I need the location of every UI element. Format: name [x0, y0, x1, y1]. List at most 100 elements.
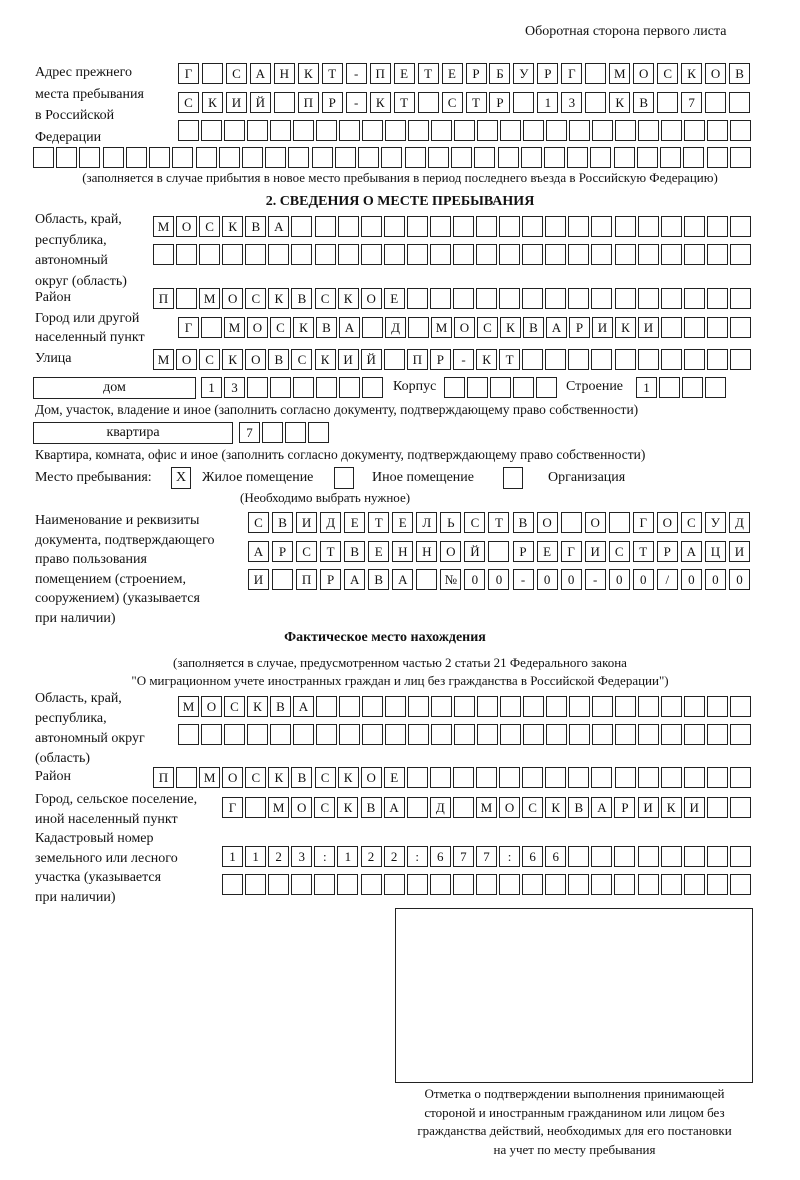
char-cell[interactable] — [499, 216, 521, 237]
char-cell[interactable] — [520, 147, 542, 168]
char-cell[interactable] — [476, 767, 498, 788]
char-cell[interactable]: И — [225, 92, 247, 113]
char-cell[interactable] — [684, 696, 705, 717]
char-cell[interactable]: Р — [489, 92, 511, 113]
char-cell[interactable] — [288, 147, 310, 168]
char-cell[interactable]: Д — [320, 512, 342, 533]
char-cell[interactable]: / — [656, 569, 678, 590]
char-cell[interactable]: К — [500, 317, 521, 338]
char-cell[interactable]: В — [344, 541, 366, 562]
char-cell[interactable] — [660, 147, 682, 168]
char-cell[interactable] — [56, 147, 78, 168]
char-cell[interactable] — [568, 874, 590, 895]
char-cell[interactable] — [661, 120, 682, 141]
char-cell[interactable] — [381, 147, 403, 168]
char-cell[interactable]: А — [248, 541, 269, 562]
char-cell[interactable] — [614, 874, 636, 895]
char-cell[interactable]: Г — [560, 541, 582, 562]
char-cell[interactable]: С — [199, 216, 221, 237]
char-cell[interactable]: - — [584, 569, 606, 590]
char-cell[interactable]: 3 — [561, 92, 583, 113]
char-cell[interactable] — [362, 724, 383, 745]
char-cell[interactable]: И — [638, 317, 659, 338]
char-cell[interactable]: Т — [488, 512, 510, 533]
char-cell[interactable]: Е — [392, 512, 414, 533]
char-cell[interactable] — [546, 696, 567, 717]
char-cell[interactable]: 3 — [291, 846, 313, 867]
char-cell[interactable] — [499, 874, 521, 895]
char-cell[interactable]: С — [178, 92, 199, 113]
char-cell[interactable] — [454, 696, 475, 717]
char-cell[interactable] — [591, 874, 613, 895]
char-cell[interactable]: О — [201, 696, 222, 717]
char-cell[interactable]: С — [314, 797, 336, 818]
char-cell[interactable] — [337, 244, 359, 265]
char-cell[interactable]: 1 — [537, 92, 559, 113]
char-cell[interactable]: Г — [632, 512, 654, 533]
char-cell[interactable]: О — [247, 317, 268, 338]
char-cell[interactable]: Д — [728, 512, 750, 533]
char-cell[interactable]: С — [270, 317, 291, 338]
char-cell[interactable]: А — [546, 317, 567, 338]
char-cell[interactable] — [362, 696, 383, 717]
char-cell[interactable]: В — [368, 569, 390, 590]
char-cell[interactable]: С — [225, 63, 247, 84]
char-cell[interactable] — [683, 349, 705, 370]
char-cell[interactable] — [591, 216, 613, 237]
char-cell[interactable]: 1 — [222, 846, 243, 867]
char-cell[interactable]: Т — [417, 63, 439, 84]
char-cell[interactable]: - — [345, 63, 367, 84]
char-cell[interactable]: К — [222, 349, 244, 370]
char-cell[interactable] — [707, 724, 728, 745]
char-cell[interactable]: 2 — [360, 846, 382, 867]
char-cell[interactable] — [546, 120, 567, 141]
char-cell[interactable] — [614, 288, 636, 309]
char-cell[interactable] — [706, 846, 728, 867]
char-cell[interactable]: П — [153, 288, 174, 309]
char-cell[interactable]: 0 — [560, 569, 582, 590]
char-cell[interactable] — [591, 846, 613, 867]
char-cell[interactable]: И — [683, 797, 705, 818]
char-cell[interactable] — [218, 147, 240, 168]
char-cell[interactable] — [360, 216, 382, 237]
char-cell[interactable] — [406, 767, 428, 788]
char-cell[interactable]: Г — [222, 797, 243, 818]
char-cell[interactable] — [569, 696, 590, 717]
char-cell[interactable] — [383, 874, 405, 895]
char-cell[interactable]: Е — [368, 541, 390, 562]
char-cell[interactable] — [314, 216, 336, 237]
char-cell[interactable] — [706, 797, 728, 818]
char-cell[interactable] — [293, 120, 314, 141]
char-cell[interactable] — [591, 244, 613, 265]
checkbox-organization[interactable] — [503, 467, 523, 489]
char-cell[interactable] — [452, 797, 474, 818]
char-cell[interactable] — [149, 147, 171, 168]
char-cell[interactable] — [262, 422, 283, 443]
char-cell[interactable] — [560, 512, 582, 533]
char-cell[interactable] — [334, 147, 356, 168]
char-cell[interactable]: М — [268, 797, 290, 818]
char-cell[interactable]: С — [245, 288, 267, 309]
char-cell[interactable]: Д — [385, 317, 406, 338]
char-cell[interactable] — [417, 92, 439, 113]
char-cell[interactable] — [474, 147, 496, 168]
char-cell[interactable] — [201, 120, 222, 141]
char-cell[interactable]: С — [245, 767, 267, 788]
char-cell[interactable] — [339, 377, 360, 398]
char-cell[interactable]: О — [705, 63, 727, 84]
char-cell[interactable] — [176, 288, 198, 309]
char-cell[interactable]: О — [536, 512, 558, 533]
char-cell[interactable]: Е — [383, 288, 405, 309]
char-cell[interactable] — [545, 288, 567, 309]
char-cell[interactable]: О — [633, 63, 655, 84]
char-cell[interactable] — [451, 147, 473, 168]
char-cell[interactable]: Т — [632, 541, 654, 562]
char-cell[interactable]: О — [499, 797, 521, 818]
char-cell[interactable]: Р — [569, 317, 590, 338]
char-cell[interactable] — [476, 288, 498, 309]
char-cell[interactable]: К — [297, 63, 319, 84]
char-cell[interactable] — [316, 696, 337, 717]
char-cell[interactable] — [316, 724, 337, 745]
char-cell[interactable] — [199, 244, 221, 265]
char-cell[interactable] — [270, 377, 291, 398]
